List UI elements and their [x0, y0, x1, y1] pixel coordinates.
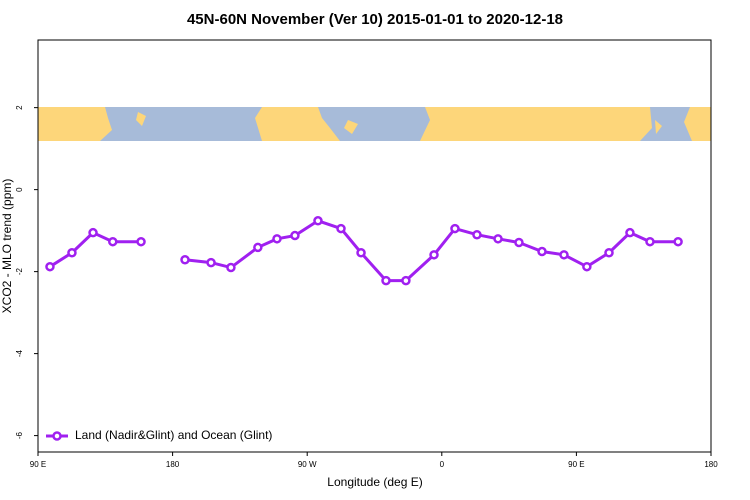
- data-point: [625, 227, 635, 238]
- x-axis-label: Longitude (deg E): [327, 475, 422, 489]
- data-point: [336, 223, 346, 234]
- data-point: [450, 223, 460, 234]
- data-point: [313, 216, 323, 226]
- legend-label: Land (Nadir&Glint) and Ocean (Glint): [75, 428, 272, 442]
- data-point: [493, 234, 503, 244]
- data-point: [356, 248, 366, 258]
- data-point: [604, 248, 614, 258]
- y-tick-label: -4: [15, 350, 24, 358]
- data-point: [381, 275, 391, 286]
- data-point: [559, 250, 569, 260]
- data-point: [180, 254, 190, 265]
- y-tick-label: 2: [15, 105, 24, 110]
- data-point: [206, 257, 216, 268]
- x-tick-label: 0: [440, 460, 445, 469]
- legend-marker: [52, 431, 62, 441]
- data-point: [401, 275, 411, 286]
- data-point: [472, 229, 482, 240]
- x-tick-label: 180: [704, 460, 718, 469]
- data-point: [272, 234, 282, 244]
- data-point: [253, 242, 263, 253]
- chart-title: 45N-60N November (Ver 10) 2015-01-01 to …: [187, 11, 563, 28]
- data-point: [88, 227, 98, 238]
- data-line: [49, 230, 142, 268]
- map-band: [38, 107, 711, 141]
- x-tick-label: 90 E: [30, 460, 46, 469]
- data-point: [645, 236, 655, 247]
- y-axis-label: XCO2 - MLO trend (ppm): [0, 179, 14, 314]
- data-point: [290, 230, 300, 241]
- data-point: [429, 250, 439, 260]
- data-point: [514, 237, 524, 248]
- plot-frame: [37, 39, 712, 453]
- x-tick-label: 90 W: [298, 460, 317, 469]
- x-tick-label: 90 E: [568, 460, 584, 469]
- x-tick-label: 180: [166, 460, 180, 469]
- data-point: [537, 246, 547, 257]
- data-point: [45, 261, 55, 272]
- data-point: [136, 236, 146, 247]
- data-point: [108, 236, 118, 247]
- data-point: [67, 248, 77, 258]
- y-tick-label: -6: [15, 432, 24, 440]
- y-tick-label: -2: [15, 268, 24, 276]
- data-point: [582, 261, 592, 272]
- data-point: [673, 236, 683, 247]
- y-tick-label: 0: [15, 187, 24, 192]
- data-point: [226, 262, 236, 273]
